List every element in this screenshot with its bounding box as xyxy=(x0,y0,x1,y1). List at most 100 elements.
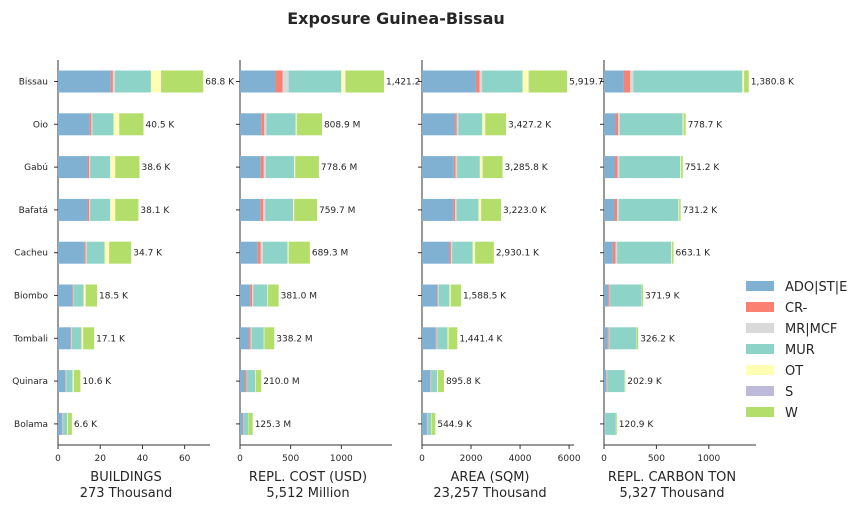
bar-quinara-ado-st-e xyxy=(58,370,65,392)
bar-tombali-mr-mcf xyxy=(609,327,610,349)
bar-bissau-cr xyxy=(624,71,630,93)
bar-bissau-mur xyxy=(289,71,342,93)
bar-biombo-cr xyxy=(608,285,609,307)
x-axis-total: 5,327 Thousand xyxy=(620,486,725,501)
legend-label-cr: CR- xyxy=(785,301,808,316)
bar-quinara-ot xyxy=(73,370,74,392)
bar-cacheu-w xyxy=(109,242,131,264)
bar-bafata-cr xyxy=(453,199,455,221)
bar-tombali-mur xyxy=(252,327,264,349)
bar-bolama-cr xyxy=(243,413,244,435)
total-label-tombali: 17.1 K xyxy=(96,334,126,344)
bar-biombo-mr-mcf xyxy=(252,285,253,307)
bar-oio-mr-mcf xyxy=(457,113,458,135)
legend-label-ot: OT xyxy=(785,364,803,379)
x-axis-label: BUILDINGS xyxy=(90,470,161,485)
total-label-cacheu: 2,930.1 K xyxy=(496,249,540,259)
bar-bissau-ado-st-e xyxy=(240,71,275,93)
panels: BissauOioGabúBafatáCacheuBiomboTombaliQu… xyxy=(12,60,795,501)
bar-gabu-mur xyxy=(619,156,680,178)
bar-quinara-ado-st-e xyxy=(604,370,606,392)
bar-bafata-ot xyxy=(293,199,294,221)
bar-oio-cr xyxy=(455,113,457,135)
bar-bolama-mur xyxy=(427,413,431,435)
x-tick-label: 1000 xyxy=(330,454,353,464)
bar-oio-cr xyxy=(261,113,264,135)
bar-tombali-ado-st-e xyxy=(422,327,436,349)
bar-biombo-ot xyxy=(84,285,86,307)
bar-bissau-cr xyxy=(111,71,113,93)
total-label-bissau: 1,380.8 K xyxy=(751,78,795,88)
bar-cacheu-ado-st-e xyxy=(422,242,449,264)
total-label-biombo: 381.0 M xyxy=(281,292,317,302)
bar-bolama-ado-st-e xyxy=(604,413,605,435)
bar-oio-w xyxy=(684,113,686,135)
bar-gabu-mur xyxy=(457,156,480,178)
total-label-gabu: 38.6 K xyxy=(141,163,171,173)
bar-oio-mr-mcf xyxy=(618,113,620,135)
category-label-gabu: Gabú xyxy=(24,163,48,173)
total-label-bafata: 731.2 K xyxy=(683,206,719,216)
bar-cacheu-cr xyxy=(258,242,261,264)
bar-bolama-ot xyxy=(67,413,68,435)
bar-cacheu-mr-mcf xyxy=(86,242,87,264)
total-label-bissau: 5,919.7 xyxy=(569,78,603,88)
bar-gabu-mr-mcf xyxy=(456,156,457,178)
bar-tombali-mur xyxy=(609,327,636,349)
bar-bissau-w xyxy=(346,71,384,93)
bar-quinara-ado-st-e xyxy=(422,370,430,392)
bar-quinara-cr xyxy=(606,370,607,392)
bar-biombo-w xyxy=(451,285,461,307)
bar-quinara-w xyxy=(438,370,444,392)
bar-biombo-mr-mcf xyxy=(73,285,74,307)
legend-label-w: W xyxy=(785,406,798,421)
x-tick-label: 4000 xyxy=(509,454,532,464)
bar-biombo-cr xyxy=(250,285,252,307)
total-label-bolama: 125.3 M xyxy=(255,420,291,430)
bar-biombo-mr-mcf xyxy=(438,285,439,307)
total-label-oio: 3,427.2 K xyxy=(508,120,552,130)
bar-tombali-cr xyxy=(608,327,609,349)
bar-cacheu-ado-st-e xyxy=(58,242,84,264)
bar-gabu-mr-mcf xyxy=(264,156,266,178)
total-label-tombali: 326.2 K xyxy=(640,334,676,344)
bar-oio-mur xyxy=(92,113,113,135)
bar-bolama-ado-st-e xyxy=(58,413,62,435)
total-label-bafata: 759.7 M xyxy=(319,206,355,216)
bar-cacheu-cr xyxy=(613,242,616,264)
bar-quinara-ado-st-e xyxy=(240,370,245,392)
bar-gabu-ado-st-e xyxy=(240,156,261,178)
bar-bissau-w xyxy=(529,71,567,93)
total-label-tombali: 338.2 M xyxy=(276,334,312,344)
bar-bissau-w xyxy=(744,71,749,93)
bar-oio-w xyxy=(485,113,506,135)
bar-bolama-mur xyxy=(63,413,67,435)
bar-tombali-mr-mcf xyxy=(436,327,437,349)
x-axis-label: REPL. COST (USD) xyxy=(249,470,367,485)
bar-bolama-mur xyxy=(244,413,248,435)
bar-bafata-w xyxy=(295,199,317,221)
bar-gabu-ado-st-e xyxy=(58,156,88,178)
bar-tombali-ado-st-e xyxy=(240,327,249,349)
bar-gabu-mr-mcf xyxy=(89,156,90,178)
bar-oio-ot xyxy=(683,113,684,135)
bar-oio-cr xyxy=(616,113,619,135)
bar-bissau-ot xyxy=(523,71,529,93)
bar-quinara-mur xyxy=(247,370,255,392)
bar-cacheu-cr xyxy=(449,242,450,264)
total-label-bolama: 544.9 K xyxy=(437,420,473,430)
category-label-biombo: Biombo xyxy=(14,292,49,302)
bar-biombo-mur xyxy=(253,285,267,307)
bar-quinara-cr xyxy=(245,370,247,392)
legend-swatch-s xyxy=(746,386,774,396)
bar-bafata-w xyxy=(679,199,680,221)
bar-gabu-mur xyxy=(90,156,110,178)
bar-biombo-w xyxy=(642,285,643,307)
bar-bafata-mr-mcf xyxy=(89,199,90,221)
legend-swatch-ado-st-e xyxy=(746,281,774,291)
bar-tombali-w xyxy=(449,327,458,349)
category-label-cacheu: Cacheu xyxy=(14,249,48,259)
legend-label-s: S xyxy=(785,385,793,400)
